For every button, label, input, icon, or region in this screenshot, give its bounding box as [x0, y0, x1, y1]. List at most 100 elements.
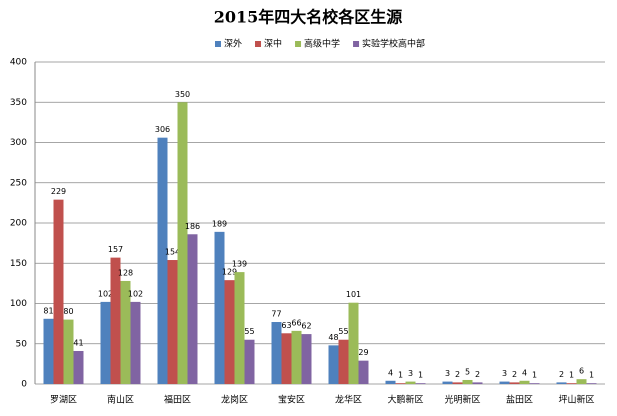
bar	[73, 350, 84, 384]
data-label: 77	[271, 310, 281, 319]
data-label: 186	[185, 222, 200, 231]
data-label: 1	[532, 371, 537, 380]
data-label: 81	[43, 306, 53, 315]
bar	[110, 257, 121, 384]
data-label: 139	[232, 260, 247, 269]
bar	[187, 234, 198, 384]
bar	[281, 333, 292, 384]
bar	[271, 322, 282, 384]
bar	[120, 280, 131, 384]
y-tick-label: 100	[10, 299, 27, 309]
bar	[405, 381, 416, 384]
bar	[224, 280, 235, 384]
x-tick-label: 福田区	[164, 394, 191, 406]
y-tick-label: 400	[10, 58, 27, 68]
bar	[499, 381, 510, 384]
legend-label: 高级中学	[304, 38, 340, 50]
y-tick-label: 250	[10, 178, 27, 188]
data-label: 306	[155, 125, 170, 134]
bar	[63, 319, 74, 384]
bar	[472, 382, 483, 384]
bar	[395, 383, 406, 384]
legend-swatch	[255, 41, 262, 47]
bar	[53, 199, 64, 384]
bar	[452, 382, 463, 384]
x-tick-label: 罗湖区	[50, 395, 77, 406]
data-label: 29	[358, 348, 368, 357]
bar	[43, 318, 54, 384]
bar	[157, 137, 168, 384]
bar	[519, 380, 530, 384]
data-label: 157	[108, 245, 123, 254]
data-label: 80	[63, 307, 73, 316]
data-label: 3	[408, 369, 413, 378]
data-label: 55	[338, 327, 348, 336]
y-tick-label: 200	[10, 219, 27, 229]
bar	[566, 383, 577, 384]
data-label: 62	[301, 322, 311, 331]
bar	[328, 345, 339, 384]
bar	[167, 260, 178, 384]
legend-swatch	[215, 41, 221, 47]
data-label: 102	[128, 289, 143, 298]
data-label: 2	[455, 370, 460, 379]
bar	[415, 383, 426, 384]
bar	[576, 379, 587, 384]
bar	[462, 379, 473, 384]
data-label: 3	[502, 369, 507, 378]
bar	[358, 360, 369, 384]
x-tick-label: 盐田区	[506, 394, 533, 406]
data-label: 189	[212, 219, 227, 228]
chart-title: 2015年四大名校各区生源	[214, 8, 403, 27]
data-label: 102	[98, 289, 113, 298]
data-label: 229	[51, 187, 66, 196]
data-label: 2	[475, 370, 480, 379]
data-label: 1	[398, 371, 403, 380]
x-tick-label: 宝安区	[278, 394, 305, 406]
data-label: 6	[579, 367, 584, 376]
legend-label: 深中	[264, 38, 282, 50]
data-label: 5	[465, 367, 470, 376]
x-tick-label: 大鹏新区	[387, 394, 423, 406]
x-tick-label: 光明新区	[444, 394, 480, 406]
x-tick-label: 南山区	[107, 394, 134, 406]
data-label: 1	[418, 371, 423, 380]
data-label: 128	[118, 268, 133, 277]
data-label: 4	[388, 368, 393, 377]
data-label: 1	[569, 371, 574, 380]
legend-label: 实验学校高中部	[362, 38, 425, 50]
bar	[130, 301, 141, 384]
y-tick-label: 50	[16, 339, 28, 349]
bar	[556, 382, 567, 384]
x-tick-label: 龙华区	[335, 394, 362, 406]
data-label: 101	[346, 290, 361, 299]
data-label: 1	[589, 371, 594, 380]
data-label: 2	[512, 370, 517, 379]
bar	[348, 302, 359, 384]
data-label: 154	[165, 248, 180, 257]
data-label: 48	[328, 333, 338, 342]
bar	[100, 301, 111, 384]
y-tick-label: 150	[10, 259, 27, 269]
bar	[509, 382, 520, 384]
bar	[385, 380, 396, 384]
bar	[291, 330, 302, 384]
data-label: 41	[73, 338, 83, 347]
bar	[338, 339, 349, 384]
data-label: 3	[445, 369, 450, 378]
data-label: 2	[559, 370, 564, 379]
bar	[442, 381, 453, 384]
data-label: 129	[222, 268, 237, 277]
y-tick-label: 350	[10, 98, 27, 108]
x-tick-label: 坪山新区	[558, 394, 594, 406]
bar	[214, 231, 225, 384]
x-tick-label: 龙岗区	[221, 394, 248, 406]
legend-label: 深外	[224, 38, 242, 50]
bar	[234, 272, 245, 384]
y-tick-label: 0	[21, 380, 27, 390]
data-label: 66	[291, 318, 301, 327]
y-tick-label: 300	[10, 138, 27, 148]
legend-swatch	[353, 41, 360, 47]
legend-swatch	[295, 41, 302, 47]
